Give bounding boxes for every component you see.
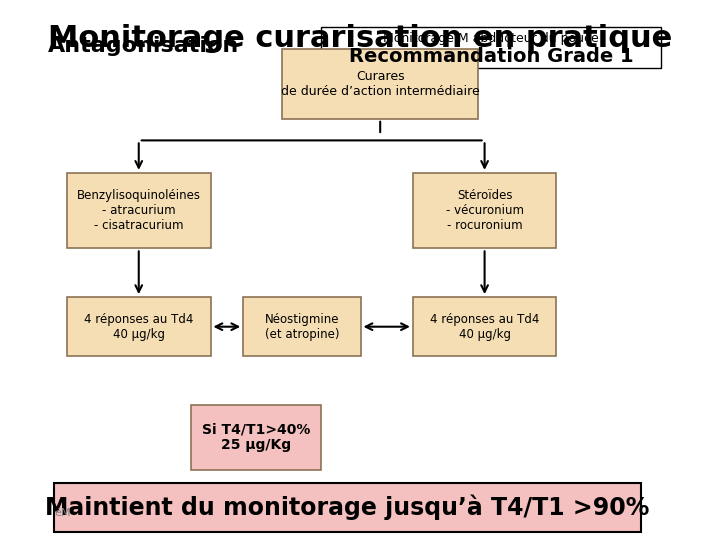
Text: Benzylisoquinoléines
- atracurium
- cisatracurium: Benzylisoquinoléines - atracurium - cisa… (77, 189, 201, 232)
Text: Monitorage curarisation en pratique: Monitorage curarisation en pratique (48, 24, 672, 53)
FancyBboxPatch shape (413, 297, 557, 356)
Text: Antagonisation: Antagonisation (48, 36, 238, 56)
FancyBboxPatch shape (243, 297, 361, 356)
Text: Maintient du monitorage jusqu’à T4/T1 >90%: Maintient du monitorage jusqu’à T4/T1 >9… (45, 495, 649, 521)
FancyBboxPatch shape (67, 297, 210, 356)
FancyBboxPatch shape (282, 49, 478, 119)
Text: 4 réponses au Td4
40 μg/kg: 4 réponses au Td4 40 μg/kg (84, 313, 194, 341)
FancyBboxPatch shape (54, 483, 642, 532)
Text: Curares
de durée d’action intermédiaire: Curares de durée d’action intermédiaire (281, 70, 480, 98)
Text: Stéroïdes
- vécuronium
- rocuronium: Stéroïdes - vécuronium - rocuronium (446, 189, 523, 232)
Text: éM: éM (54, 508, 71, 518)
Text: Monitorage M abducteur du pouce: Monitorage M abducteur du pouce (383, 32, 599, 45)
FancyBboxPatch shape (191, 405, 321, 470)
FancyBboxPatch shape (67, 173, 210, 248)
Text: 4 réponses au Td4
40 μg/kg: 4 réponses au Td4 40 μg/kg (430, 313, 539, 341)
FancyBboxPatch shape (413, 173, 557, 248)
Text: Néostigmine
(et atropine): Néostigmine (et atropine) (265, 313, 339, 341)
Text: Si T4/T1>40%
25 μg/Kg: Si T4/T1>40% 25 μg/Kg (202, 422, 310, 453)
FancyBboxPatch shape (321, 27, 661, 68)
Text: Recommandation Grade 1: Recommandation Grade 1 (348, 46, 634, 66)
